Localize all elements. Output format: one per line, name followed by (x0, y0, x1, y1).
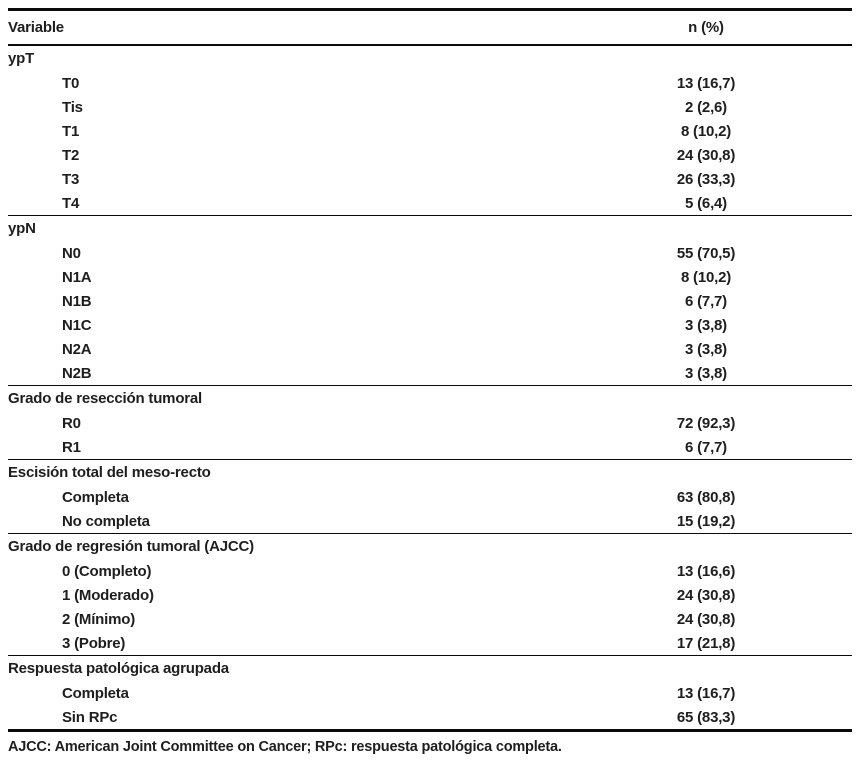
row-label: 2 (Mínimo) (62, 610, 135, 628)
table-row: R0 72 (92,3) (8, 411, 852, 435)
row-label: N2A (62, 340, 92, 358)
table-row: T3 26 (33,3) (8, 167, 852, 191)
table-row: N2B 3 (3,8) (8, 361, 852, 385)
row-label: No completa (62, 512, 150, 530)
section-grado-regresion: Grado de regresión tumoral (AJCC) 0 (Com… (8, 533, 852, 655)
table-row: T4 5 (6,4) (8, 191, 852, 215)
row-value: 24 (30,8) (676, 586, 736, 604)
row-value: 5 (6,4) (685, 194, 727, 212)
table-row: Tis 2 (2,6) (8, 95, 852, 119)
table-row: 1 (Moderado) 24 (30,8) (8, 583, 852, 607)
row-label: N2B (62, 364, 92, 382)
row-value: 55 (70,5) (676, 244, 736, 262)
row-label: N1C (62, 316, 92, 334)
table-row: 2 (Mínimo) 24 (30,8) (8, 607, 852, 631)
table-row: N0 55 (70,5) (8, 241, 852, 265)
table-row: N2A 3 (3,8) (8, 337, 852, 361)
row-label: T1 (62, 122, 80, 140)
table-header-variable: Variable (8, 19, 64, 36)
row-value: 65 (83,3) (676, 708, 736, 726)
table-row: Completa 63 (80,8) (8, 485, 852, 509)
row-label: N1A (62, 268, 92, 286)
row-label: 1 (Moderado) (62, 586, 154, 604)
table-row: 3 (Pobre) 17 (21,8) (8, 631, 852, 655)
table-row: Completa 13 (16,7) (8, 681, 852, 705)
row-value: 8 (10,2) (680, 268, 732, 286)
section-header-label: ypT (8, 50, 35, 67)
row-label: 0 (Completo) (62, 562, 152, 580)
row-value: 6 (7,7) (685, 292, 727, 310)
row-value: 24 (30,8) (676, 610, 736, 628)
table-row: N1C 3 (3,8) (8, 313, 852, 337)
table-row: No completa 15 (19,2) (8, 509, 852, 533)
row-value: 26 (33,3) (676, 170, 736, 188)
row-value: 3 (3,8) (685, 340, 727, 358)
row-value: 24 (30,8) (676, 146, 736, 164)
table-row: R1 6 (7,7) (8, 435, 852, 459)
section-header-label: Escisión total del meso-recto (8, 464, 211, 481)
row-value: 3 (3,8) (685, 316, 727, 334)
row-label: T2 (62, 146, 80, 164)
table-header-n-pct: n (%) (688, 19, 724, 36)
table-footnote: AJCC: American Joint Committee on Cancer… (8, 739, 562, 755)
section-header: Grado de resección tumoral (8, 386, 852, 411)
row-value: 63 (80,8) (676, 488, 736, 506)
section-header-label: ypN (8, 220, 36, 237)
table-row: T1 8 (10,2) (8, 119, 852, 143)
row-value: 3 (3,8) (685, 364, 727, 382)
row-value: 13 (16,7) (676, 684, 736, 702)
row-value: 72 (92,3) (676, 414, 736, 432)
row-label: T3 (62, 170, 80, 188)
row-value: 13 (16,7) (676, 74, 736, 92)
section-header: Escisión total del meso-recto (8, 460, 852, 485)
row-value: 15 (19,2) (676, 512, 736, 530)
row-value: 13 (16,6) (676, 562, 736, 580)
section-header-label: Grado de regresión tumoral (AJCC) (8, 538, 254, 555)
row-label: N0 (62, 244, 81, 262)
section-header: Respuesta patológica agrupada (8, 656, 852, 681)
row-label: T4 (62, 194, 80, 212)
section-escision-mesorecto: Escisión total del meso-recto Completa 6… (8, 459, 852, 533)
section-header: ypN (8, 216, 852, 241)
row-value: 17 (21,8) (676, 634, 736, 652)
row-value: 6 (7,7) (685, 438, 727, 456)
section-header-label: Grado de resección tumoral (8, 390, 203, 407)
table-row: N1A 8 (10,2) (8, 265, 852, 289)
section-header: ypT (8, 46, 852, 71)
row-label: 3 (Pobre) (62, 634, 126, 652)
section-header-label: Respuesta patológica agrupada (8, 660, 229, 677)
table-row: 0 (Completo) 13 (16,6) (8, 559, 852, 583)
row-label: N1B (62, 292, 92, 310)
row-label: R0 (62, 414, 81, 432)
table-row: N1B 6 (7,7) (8, 289, 852, 313)
row-value: 2 (2,6) (685, 98, 727, 116)
section-ypn: ypN N0 55 (70,5) N1A 8 (10,2) N1B 6 (7,7… (8, 215, 852, 385)
section-header: Grado de regresión tumoral (AJCC) (8, 534, 852, 559)
section-ypt: ypT T0 13 (16,7) Tis 2 (2,6) T1 8 (10,2)… (8, 46, 852, 215)
pathology-results-table: Variable n (%) ypT T0 13 (16,7) Tis 2 (2… (8, 8, 852, 732)
row-label: R1 (62, 438, 81, 456)
row-label: Completa (62, 684, 129, 702)
table-header-row: Variable n (%) (8, 11, 852, 46)
row-label: Completa (62, 488, 129, 506)
row-label: T0 (62, 74, 80, 92)
table-row: T0 13 (16,7) (8, 71, 852, 95)
table-row: Sin RPc 65 (83,3) (8, 705, 852, 729)
row-label: Tis (62, 98, 83, 116)
section-grado-reseccion: Grado de resección tumoral R0 72 (92,3) … (8, 385, 852, 459)
section-respuesta-patologica: Respuesta patológica agrupada Completa 1… (8, 655, 852, 729)
row-value: 8 (10,2) (680, 122, 732, 140)
row-label: Sin RPc (62, 708, 118, 726)
table-row: T2 24 (30,8) (8, 143, 852, 167)
